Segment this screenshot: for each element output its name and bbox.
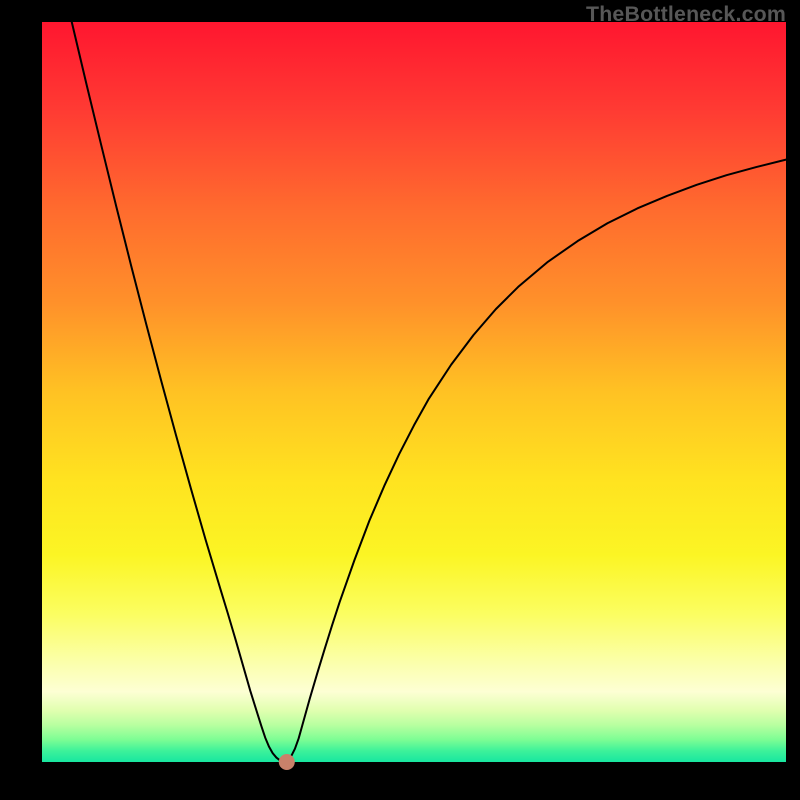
watermark-text: TheBottleneck.com (586, 2, 786, 27)
figure-root: TheBottleneck.com (0, 0, 800, 800)
chart-svg (0, 0, 800, 800)
minimum-marker (279, 755, 294, 770)
plot-background (42, 22, 786, 762)
